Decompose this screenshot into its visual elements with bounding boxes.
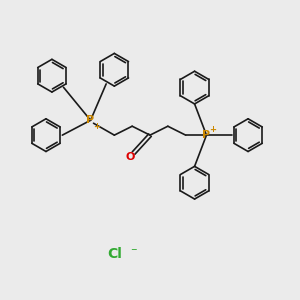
Text: +: +	[94, 122, 100, 131]
Text: ⁻: ⁻	[130, 246, 137, 259]
Text: O: O	[126, 152, 135, 162]
Text: P: P	[86, 115, 94, 125]
Text: P: P	[202, 130, 211, 140]
Text: +: +	[209, 125, 217, 134]
Text: Cl: Cl	[107, 247, 122, 261]
